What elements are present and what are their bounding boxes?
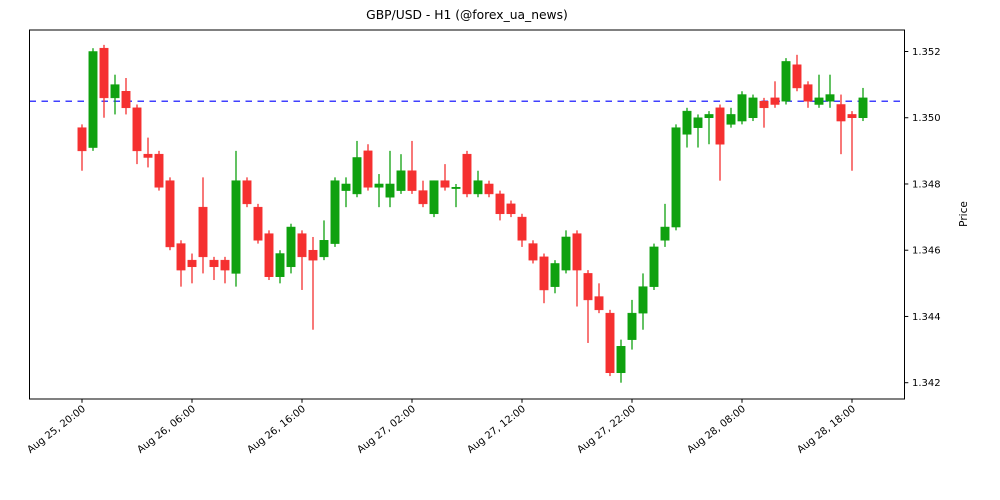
candle-body — [209, 259, 219, 268]
candle-body — [660, 226, 670, 241]
candle-body — [495, 193, 505, 215]
candle-body — [385, 183, 395, 198]
candle-body — [550, 263, 560, 287]
candle-body — [429, 180, 439, 215]
candle-body — [308, 249, 318, 261]
candle-body — [253, 206, 263, 241]
candle-body — [770, 97, 780, 105]
candle-body — [594, 296, 604, 311]
candle-body — [220, 259, 230, 271]
candle-body — [627, 312, 637, 340]
candle-body — [88, 51, 98, 148]
candle-body — [176, 243, 186, 271]
y-axis-label: Price — [958, 201, 970, 227]
plot-area: Aug 25, 20:00 Aug 26, 06:00 Aug 26, 16:00 A… — [25, 29, 941, 456]
x-tick-label: Aug 26, 06:00 — [135, 404, 197, 456]
candle-body — [275, 253, 285, 277]
candle-body — [693, 117, 703, 128]
candle-body — [539, 256, 549, 291]
y-tick-label: 1.352 — [912, 47, 941, 58]
candle-body — [682, 110, 692, 135]
candle-body — [715, 107, 725, 145]
candle-body — [132, 107, 142, 152]
candle-body — [847, 114, 857, 118]
candle-body — [781, 61, 791, 102]
y-tick-label: 1.346 — [912, 246, 941, 257]
candle-body — [737, 94, 747, 122]
candle-body — [418, 190, 428, 205]
candle-body — [231, 180, 241, 274]
candle-body — [726, 114, 736, 125]
candle-body — [473, 180, 483, 195]
candle-body — [374, 183, 384, 188]
candle-body — [121, 90, 131, 109]
candle-body — [462, 153, 472, 195]
x-tick-label: Aug 28, 18:00 — [795, 404, 857, 456]
candle-body — [748, 97, 758, 118]
x-tick-label: Aug 26, 16:00 — [245, 404, 307, 456]
candle-body — [561, 236, 571, 271]
x-tick-label: Aug 27, 12:00 — [465, 404, 527, 456]
candle-body — [187, 259, 197, 268]
plot-frame — [29, 29, 905, 400]
candle-body — [143, 153, 153, 158]
candle-body — [319, 240, 329, 258]
candle-body — [341, 183, 351, 191]
y-tick-label: 1.350 — [912, 113, 941, 124]
candle-body — [165, 180, 175, 248]
candle-body — [583, 273, 593, 301]
candle-body — [649, 246, 659, 287]
candle-body — [242, 180, 252, 205]
candle-body — [407, 170, 417, 191]
candle-body — [264, 233, 274, 277]
candle-body — [858, 97, 868, 118]
candle-body — [759, 100, 769, 109]
candle-body — [605, 312, 615, 374]
candle-body — [792, 64, 802, 89]
candle-body — [484, 183, 494, 195]
y-tick-label: 1.342 — [912, 378, 941, 389]
candle-body — [451, 187, 461, 189]
candle-body — [638, 286, 648, 314]
candle-body — [803, 84, 813, 102]
candle-body — [77, 127, 87, 152]
y-tick-label: 1.344 — [912, 312, 941, 323]
y-tick-label: 1.348 — [912, 179, 941, 190]
candle-body — [836, 104, 846, 122]
candle-body — [110, 84, 120, 99]
x-tick-label: Aug 27, 22:00 — [575, 404, 637, 456]
candle-body — [517, 216, 527, 241]
candle-body — [814, 97, 824, 105]
candle-body — [528, 243, 538, 261]
candle-body — [297, 233, 307, 258]
candle-body — [616, 346, 626, 374]
candle-body — [286, 226, 296, 268]
chart-title: GBP/USD - H1 (@forex_ua_news) — [366, 8, 568, 22]
x-tick-label: Aug 28, 08:00 — [685, 404, 747, 456]
x-tick-label: Aug 27, 02:00 — [355, 404, 417, 456]
candle-body — [198, 206, 208, 258]
candle-body — [572, 233, 582, 271]
candle-body — [440, 180, 450, 188]
x-tick-label: Aug 25, 20:00 — [25, 404, 87, 456]
candle-body — [330, 180, 340, 244]
candle-body — [704, 114, 714, 118]
candle-body — [352, 157, 362, 195]
candle-body — [825, 94, 835, 102]
candle-body — [154, 153, 164, 188]
candle-body — [99, 47, 109, 99]
candle-body — [506, 203, 516, 215]
candle-body — [671, 127, 681, 228]
candle-body — [363, 150, 373, 188]
candle-body — [396, 170, 406, 191]
